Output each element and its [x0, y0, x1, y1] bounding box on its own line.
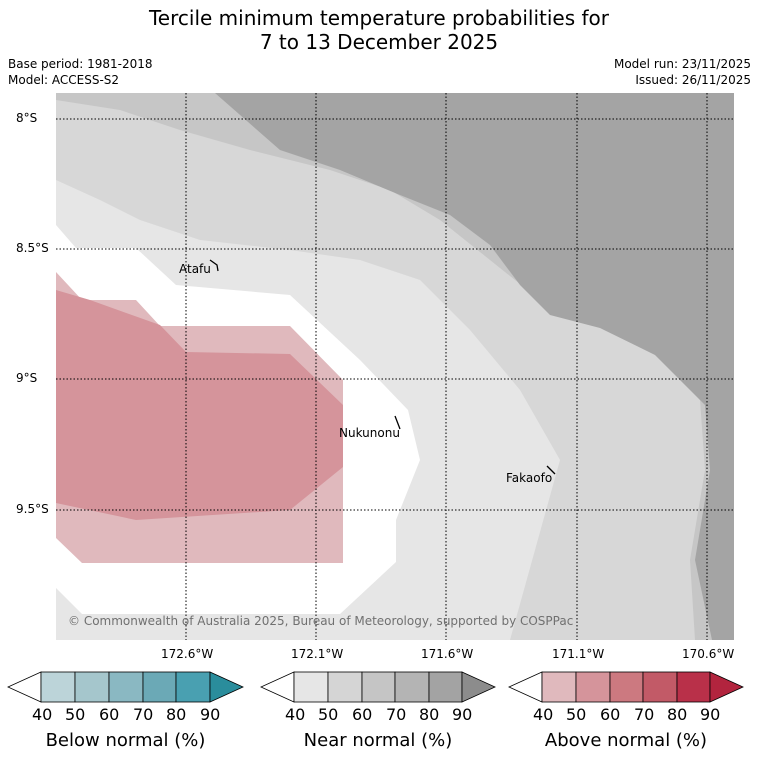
cb1-seg-5 — [461, 671, 496, 703]
cb0-tick-40: 40 — [32, 705, 53, 724]
label-nukunonu: Nukunonu — [339, 426, 400, 440]
nukunonu-atoll — [394, 415, 401, 430]
below-normal-label: Below normal (%) — [45, 730, 206, 751]
cb0-seg-2 — [108, 671, 144, 703]
above-50-region — [56, 290, 343, 520]
lat-label-9-5s: 9.5°S — [16, 502, 49, 516]
label-fakaofo: Fakaofo — [506, 471, 553, 485]
lat-label-9s: 9°S — [16, 371, 38, 385]
cb0-seg-5 — [209, 671, 244, 703]
cb2-seg-4 — [676, 671, 711, 703]
cb1-tick-90: 90 — [452, 705, 473, 724]
above-normal-colorbar — [508, 671, 744, 703]
base-period: Base period: 1981-2018 — [8, 57, 153, 71]
label-atafu: Atafu — [179, 262, 211, 276]
graticule — [56, 93, 734, 640]
cb1-seg-2 — [361, 671, 396, 703]
title-line-2: 7 to 13 December 2025 — [259, 30, 499, 54]
model-run: Model run: 23/11/2025 — [613, 57, 751, 71]
near-normal-label: Near normal (%) — [303, 730, 453, 751]
cb0-seg-4 — [175, 671, 211, 703]
cb2-tick-70: 70 — [634, 705, 655, 724]
cb2-seg-3 — [642, 671, 678, 703]
cb2-seg-1 — [575, 671, 611, 703]
cb0-tick-70: 70 — [133, 705, 154, 724]
lat-label-8-5s: 8.5°S — [16, 241, 49, 255]
lon-label-172-1w: 172.1°W — [291, 647, 344, 661]
atafu-atoll — [209, 259, 219, 272]
cb1-tick-50: 50 — [318, 705, 339, 724]
cb1-seg-0 — [293, 671, 329, 703]
cb0-seg-3 — [142, 671, 177, 703]
cb0-tick-90: 90 — [200, 705, 221, 724]
cb1-tick-40: 40 — [285, 705, 306, 724]
cb2-tick-90: 90 — [700, 705, 721, 724]
lon-label-170-6w: 170.6°W — [682, 647, 735, 661]
copyright-notice: © Commonwealth of Australia 2025, Bureau… — [68, 614, 574, 628]
cb0-seg-0 — [40, 671, 76, 703]
cb1-seg-4 — [428, 671, 463, 703]
near-80-region — [215, 93, 734, 640]
cb2-tick-50: 50 — [566, 705, 587, 724]
cb2-tick-40: 40 — [533, 705, 554, 724]
cb2-tick-80: 80 — [667, 705, 688, 724]
lower-left-near-40 — [56, 588, 340, 640]
cb1-tick-70: 70 — [386, 705, 407, 724]
cb0-tick-50: 50 — [65, 705, 86, 724]
lon-label-171-1w: 171.1°W — [552, 647, 605, 661]
cb2-seg-0 — [541, 671, 577, 703]
cb1-tick-80: 80 — [419, 705, 440, 724]
cb1-tick-60: 60 — [352, 705, 373, 724]
title-line-1: Tercile minimum temperature probabilitie… — [148, 6, 610, 30]
cb1-seg-1 — [327, 671, 363, 703]
cb1-seg-3 — [394, 671, 430, 703]
near-normal-colorbar — [260, 671, 496, 703]
cb2-seg-2 — [609, 671, 644, 703]
lon-label-171-6w: 171.6°W — [421, 647, 474, 661]
cb2-seg-5 — [709, 671, 744, 703]
issued-date: Issued: 26/11/2025 — [635, 73, 751, 87]
lat-label-8s: 8°S — [16, 111, 38, 125]
cb0-tick-80: 80 — [166, 705, 187, 724]
model-name: Model: ACCESS-S2 — [8, 73, 120, 87]
lon-label-172-6w: 172.6°W — [161, 647, 214, 661]
below-normal-colorbar — [7, 671, 244, 703]
fakaofo-atoll — [546, 465, 556, 475]
cb0-tick-60: 60 — [99, 705, 120, 724]
above-normal-label: Above normal (%) — [544, 730, 708, 751]
cb2-tick-60: 60 — [600, 705, 621, 724]
cb0-seg-1 — [74, 671, 110, 703]
